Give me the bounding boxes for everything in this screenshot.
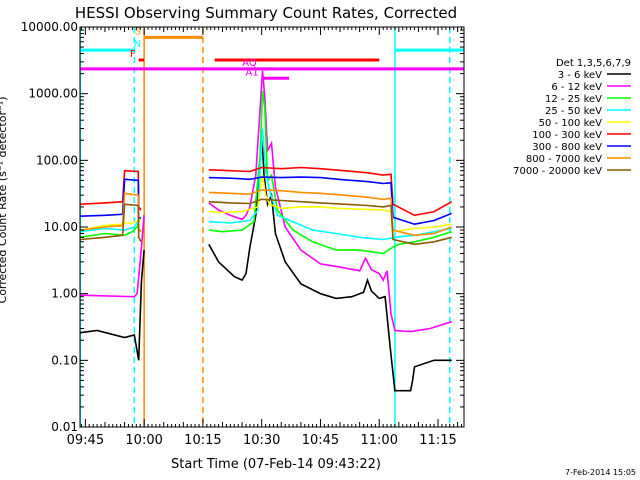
legend-entry-label: 3 - 6 keV — [558, 70, 602, 81]
y-tick-label: 1.00 — [51, 287, 78, 301]
y-tick-label: 0.10 — [51, 353, 78, 367]
series-line-0 — [80, 130, 452, 392]
y-axis-label: Corrected Count Rate (s⁻¹ detector⁻¹) — [0, 97, 9, 304]
x-tick-label: 09:45 — [67, 433, 104, 448]
legend-entry-label: 50 - 100 keV — [539, 118, 603, 129]
x-tick-label: 10:30 — [243, 433, 280, 448]
legend-entry-label: 7000 - 20000 keV — [513, 166, 602, 177]
x-tick-label: 11:00 — [361, 433, 398, 448]
flag-label: F — [130, 49, 136, 60]
legend-entry-label: 25 - 50 keV — [545, 106, 602, 117]
flag-label: A1 — [245, 67, 258, 78]
legend-entry-label: 6 - 12 keV — [551, 82, 602, 93]
y-tick-label: 10.00 — [44, 220, 78, 234]
y-tick-label: 1000.00 — [28, 87, 78, 101]
legend-entry-label: 100 - 300 keV — [532, 130, 602, 141]
x-tick-label: 10:45 — [302, 433, 339, 448]
y-tick-label: 100.00 — [36, 153, 78, 167]
legend-entry-label: 12 - 25 keV — [545, 94, 602, 105]
legend-title: Det 1,3,5,6,7,9 — [556, 58, 631, 69]
series-line-1 — [80, 70, 452, 333]
y-tick-label: 10000.00 — [21, 20, 78, 34]
y-tick-label: 0.01 — [51, 420, 78, 434]
x-tick-label: 10:00 — [125, 433, 162, 448]
x-tick-label: 10:15 — [184, 433, 221, 448]
flag-label: S — [135, 26, 141, 37]
x-tick-label: 11:15 — [419, 433, 456, 448]
legend-entry-label: 800 - 7000 keV — [526, 154, 602, 165]
flag-label: AQ — [242, 58, 257, 69]
plot-timestamp: 7-Feb-2014 15:05 — [565, 468, 636, 477]
flag-label: N — [134, 39, 141, 50]
legend-entry-label: 300 - 800 keV — [532, 142, 602, 153]
series-line-8 — [80, 198, 452, 246]
chart-title: HESSI Observing Summary Count Rates, Cor… — [75, 4, 457, 22]
x-axis-label: Start Time (07-Feb-14 09:43:22) — [171, 457, 381, 472]
series-line-2 — [80, 90, 452, 255]
series-line-6 — [80, 176, 452, 226]
